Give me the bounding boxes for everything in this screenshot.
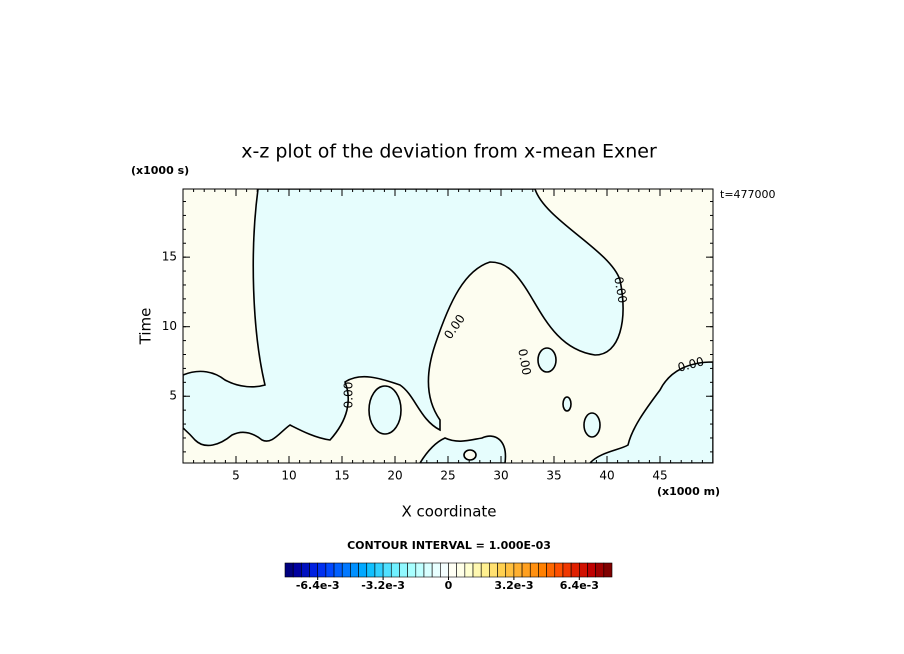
contour-region: [463, 449, 477, 461]
colorbar-box: [546, 562, 556, 578]
colorbar-tick-label: -3.2e-3: [361, 579, 405, 592]
colorbar-tick-label: 3.2e-3: [494, 579, 533, 592]
y-tick-label: 10: [162, 319, 177, 333]
x-tick-label: 30: [493, 469, 508, 483]
colorbar-box: [366, 562, 376, 578]
colorbar-box: [317, 562, 327, 578]
colorbar-box: [529, 562, 539, 578]
x-tick-label: 10: [281, 469, 296, 483]
colorbar-box: [538, 562, 547, 578]
colorbar-tick-label: 6.4e-3: [560, 579, 599, 592]
colorbar-box: [562, 562, 572, 578]
contour-field: [183, 189, 713, 463]
x-tick-label: 45: [652, 469, 667, 483]
colorbar-box: [472, 562, 482, 578]
colorbar-box: [480, 562, 490, 578]
colorbar-tick-label: -6.4e-3: [296, 579, 340, 592]
colorbar-box: [399, 562, 408, 578]
x-tick-label: 40: [599, 469, 614, 483]
colorbar-box: [358, 562, 368, 578]
contour-label: 0.00: [611, 276, 629, 305]
colorbar-box: [415, 562, 425, 578]
colorbar-tick-label: 0: [445, 579, 453, 592]
x-unit: (x1000 m): [657, 485, 720, 498]
colorbar-box: [497, 562, 507, 578]
colorbar-box: [301, 562, 310, 578]
x-tick-label: 20: [387, 469, 402, 483]
x-tick-label: 25: [440, 469, 455, 483]
colorbar-box: [382, 562, 392, 578]
colorbar-box: [570, 562, 580, 578]
colorbar-box: [407, 562, 417, 578]
colorbar-box: [513, 562, 523, 578]
colorbar-box: [587, 562, 596, 578]
contour-region: [368, 385, 402, 435]
colorbar-box: [431, 562, 441, 578]
colorbar-box: [595, 562, 605, 578]
chart-title: x-z plot of the deviation from x-mean Ex…: [241, 141, 657, 163]
y-tick-label: 5: [169, 389, 177, 403]
colorbar-box: [350, 562, 359, 578]
y-tick-label: 15: [162, 250, 177, 264]
colorbar-box: [284, 562, 294, 578]
colorbar-box: [292, 562, 302, 578]
contour-region: [537, 347, 557, 373]
colorbar-box: [325, 562, 335, 578]
x-tick-label: 35: [546, 469, 561, 483]
colorbar-box: [554, 562, 564, 578]
contour-label: 0.00: [515, 348, 533, 377]
colorbar-box: [423, 562, 433, 578]
colorbar-box: [603, 562, 613, 578]
contour-region: [562, 396, 572, 412]
contour-label: 0.00: [676, 354, 705, 374]
y-axis-label: Time: [137, 308, 155, 346]
colorbar-box: [521, 562, 531, 578]
contour-region: [588, 361, 713, 463]
colorbar-box: [448, 562, 457, 578]
colorbar-box: [464, 562, 474, 578]
colorbar-box: [440, 562, 449, 578]
colorbar-box: [456, 562, 466, 578]
y-unit: (x1000 s): [131, 164, 189, 177]
colorbar-box: [505, 562, 515, 578]
x-tick-label: 5: [232, 469, 240, 483]
colorbar-box: [489, 562, 498, 578]
x-tick-label: 15: [334, 469, 349, 483]
colorbar-box: [374, 562, 384, 578]
contour-region: [419, 435, 507, 463]
colorbar-box: [309, 562, 318, 578]
colorbar-box: [333, 562, 343, 578]
contour-interval: CONTOUR INTERVAL = 1.000E-03: [347, 539, 551, 552]
contour-region: [583, 412, 601, 438]
colorbar-box: [390, 562, 400, 578]
contour-label: 0.00: [342, 382, 356, 409]
colorbar-box: [341, 562, 351, 578]
x-axis-label: X coordinate: [401, 503, 496, 521]
time-label: t=477000: [720, 188, 776, 201]
contour-region: [183, 189, 624, 447]
colorbar-box: [578, 562, 588, 578]
